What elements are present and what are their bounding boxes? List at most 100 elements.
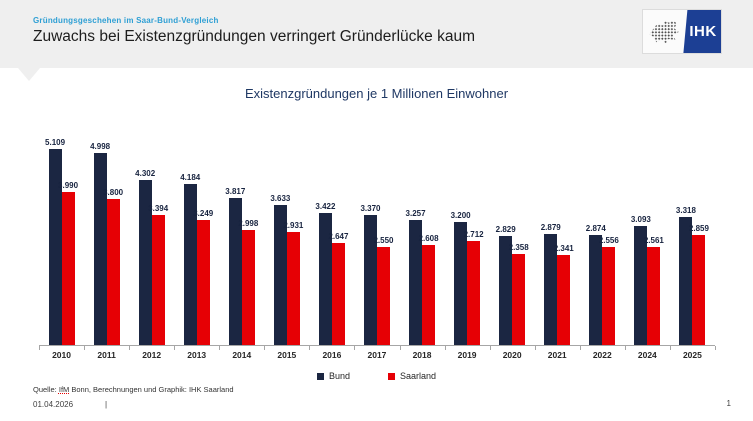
bar-saarland-2024: 2.561 [644, 236, 664, 345]
bar-bund-2011: 4.998 [90, 142, 110, 345]
bar-group-2014: 3.817 2.998 [219, 145, 264, 345]
bar-group-2011: 4.998 3.800 [84, 142, 129, 345]
bar-group-2021: 2.879 2.341 [535, 145, 580, 345]
bar-group-2019: 3.200 2.712 [445, 145, 490, 345]
bar-saarland-2020: 2.358 [509, 243, 529, 345]
axis-tick [309, 346, 311, 350]
x-axis-label-2011: 2011 [97, 350, 116, 360]
legend-label: Bund [328, 371, 350, 381]
bar-bund-2018: 3.257 [406, 209, 426, 345]
axis-tick [264, 346, 266, 350]
legend-item-bund: Bund [316, 371, 350, 381]
legend-label: Saarland [400, 371, 437, 381]
bar-saarland-2012: 3.394 [148, 204, 168, 345]
page-title: Zuwachs bei Existenzgründungen verringer… [33, 28, 475, 45]
legend-swatch-icon [316, 372, 324, 380]
legend-item-saarland: Saarland [388, 371, 436, 381]
bar-value-label: 2.859 [688, 224, 709, 233]
bar-value-label: 3.422 [315, 202, 336, 212]
x-axis-label-2019: 2019 [457, 350, 477, 360]
page-number: 1 [726, 399, 731, 408]
footer-date: 01.04.2026 [33, 400, 74, 409]
axis-tick [399, 346, 401, 350]
source-prefix: Quelle: [33, 385, 59, 394]
x-axis-label-2010: 2010 [52, 350, 71, 360]
x-axis-label-2015: 2015 [277, 350, 297, 360]
bar-bund-2014: 3.817 [225, 187, 245, 345]
bar-group-2013: 4.184 3.249 [174, 145, 219, 345]
bar-value-label: 3.200 [450, 210, 471, 220]
bar-saarland-2016: 2.647 [328, 232, 348, 345]
chart-legend: Bund Saarland [0, 371, 753, 381]
axis-tick [129, 346, 131, 350]
axis-tick [715, 346, 716, 350]
bar-bund-2019: 3.200 [451, 211, 471, 345]
axis-tick [579, 346, 581, 350]
bar-value-label: 3.318 [675, 206, 696, 216]
band-notch-triangle-icon [18, 68, 40, 81]
bar-bund-2017: 3.370 [360, 204, 380, 345]
bar-value-label: 2.998 [238, 218, 259, 228]
x-axis-label-2014: 2014 [232, 350, 252, 360]
bar-saarland-2019: 2.712 [464, 230, 484, 345]
bar-saarland-2018: 2.608 [419, 234, 439, 345]
bar-saarland-2013: 3.249 [193, 209, 213, 345]
ihk-logo: IHK [643, 10, 721, 53]
bar-bund-2010: 5.109 [45, 138, 65, 345]
x-axis-label-2012: 2012 [142, 350, 162, 360]
x-axis-label-2018: 2018 [412, 350, 432, 360]
bar-value-label: 2.931 [283, 221, 304, 231]
saarland-map-dots-icon [649, 20, 679, 44]
x-axis-label-2024: 2024 [637, 350, 657, 360]
bar-bund-2025: 3.318 [676, 206, 696, 345]
axis-tick [534, 346, 536, 350]
bar-bund-2022: 2.874 [586, 224, 606, 345]
bar-bund-2016: 3.422 [315, 202, 335, 345]
axis-tick [444, 346, 446, 350]
axis-tick [39, 346, 40, 350]
bar-value-label: 2.561 [643, 235, 664, 245]
bar-saarland-2025: 2.859 [689, 224, 709, 345]
bar-group-2017: 3.370 2.550 [354, 145, 399, 345]
bar-group-2016: 3.422 2.647 [309, 145, 354, 345]
source-rest: Bonn, Berechnungen und Graphik: IHK Saar… [69, 385, 234, 394]
x-axis-label-2013: 2013 [187, 350, 207, 360]
bar-value-label: 4.302 [135, 168, 156, 178]
bar-group-2015: 3.633 2.931 [264, 145, 309, 345]
bar-group-2018: 3.257 2.608 [400, 145, 445, 345]
legend-swatch-icon [388, 372, 395, 380]
header-band [0, 0, 753, 68]
bar-value-label: 3.633 [270, 194, 291, 204]
bar-value-label: 2.358 [508, 243, 529, 253]
bar-group-2010: 5.109 3.990 [39, 138, 84, 345]
bar-saarland-2014: 2.998 [238, 219, 258, 345]
chart-title: Existenzgründungen je 1 Millionen Einwoh… [244, 86, 509, 101]
axis-tick [624, 346, 626, 350]
bar-saarland-2021: 2.341 [554, 244, 574, 345]
bar-value-label: 3.370 [360, 204, 381, 214]
bar-value-label: 3.394 [148, 203, 169, 213]
bar-saarland-2010: 3.990 [58, 181, 78, 345]
bar-group-2024: 3.093 2.561 [625, 145, 670, 345]
bar-saarland-2011: 3.800 [103, 188, 123, 345]
axis-tick [174, 346, 176, 350]
bar-bund-2024: 3.093 [631, 215, 651, 345]
bar-saarland-2017: 2.550 [373, 236, 393, 345]
axis-tick [669, 346, 671, 350]
axis-tick [219, 346, 221, 350]
ihk-logo-text: IHK [689, 23, 717, 40]
axis-tick [489, 346, 491, 350]
bar-value-label: 3.249 [193, 209, 214, 218]
bar-value-label: 2.550 [373, 235, 394, 245]
bar-value-label: 2.874 [585, 223, 606, 233]
bar-value-label: 4.998 [90, 141, 111, 151]
x-axis-label-2017: 2017 [367, 350, 387, 360]
eyebrow-text: Gründungsgeschehen im Saar-Bund-Vergleic… [33, 16, 219, 25]
plot-area: 5.109 3.990 4.998 3.800 4.302 3.394 4.184 3.249… [39, 138, 715, 346]
bar-saarland-2022: 2.556 [599, 236, 619, 345]
source-ifm: IfM [58, 385, 70, 394]
bar-value-label: 2.556 [598, 235, 619, 245]
bar-bund-2015: 3.633 [270, 194, 290, 345]
bar-value-label: 3.800 [103, 187, 124, 197]
